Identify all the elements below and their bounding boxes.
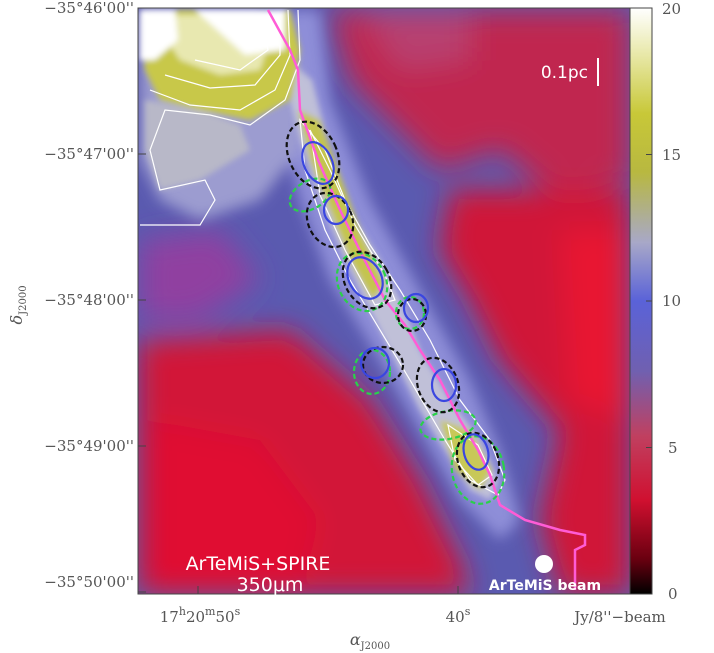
wavelength-label: 350μm: [237, 574, 304, 596]
filament-body: [288, 60, 498, 500]
dec-tick-label: −35°46'00'': [44, 0, 134, 17]
scale-bar: 0.1pc: [541, 58, 599, 86]
colorbar-tick-label: 0: [668, 585, 678, 603]
contour-lines: [140, 9, 506, 496]
colorbar-tick-label: 10: [662, 292, 681, 310]
low-emission-regions: [138, 10, 630, 594]
map-ticks: [138, 7, 459, 594]
x-axis-title: αJ2000: [350, 630, 390, 652]
colorbar-ticks: [646, 7, 652, 595]
dec-tick-labels: −35°46'00'' −35°47'00'' −35°48'00'' −35°…: [44, 0, 134, 591]
colorbar-tick-label: 5: [668, 439, 678, 457]
colorbar: 20 15 10 5 0 Jy/8''−beam: [572, 0, 681, 626]
colorbar-unit-label: Jy/8''−beam: [572, 608, 666, 626]
dec-tick-label: −35°47'00'': [44, 145, 134, 163]
ra-tick-label: 17h20m50s: [160, 605, 241, 626]
instrument-label: ArTeMiS+SPIRE: [186, 553, 331, 575]
y-axis-title: δJ2000: [7, 285, 29, 324]
blue-ellipses: [301, 141, 490, 471]
beam-marker: [535, 555, 553, 573]
core-ellipses: [285, 120, 506, 505]
dec-tick-label: −35°49'00'': [44, 437, 134, 455]
scale-bar-label: 0.1pc: [541, 63, 588, 83]
filament-spine: [266, 9, 587, 590]
ra-tick-label: 40s: [446, 605, 471, 626]
beam-label: ArTeMiS beam: [489, 578, 601, 594]
dec-tick-label: −35°50'00'': [44, 573, 134, 591]
colorbar-tick-label: 20: [662, 0, 681, 18]
dec-tick-label: −35°48'00'': [44, 291, 134, 309]
colorbar-tick-label: 15: [662, 146, 681, 164]
intensity-map: [138, 8, 630, 594]
ra-tick-labels: 17h20m50s 40s: [160, 605, 471, 626]
